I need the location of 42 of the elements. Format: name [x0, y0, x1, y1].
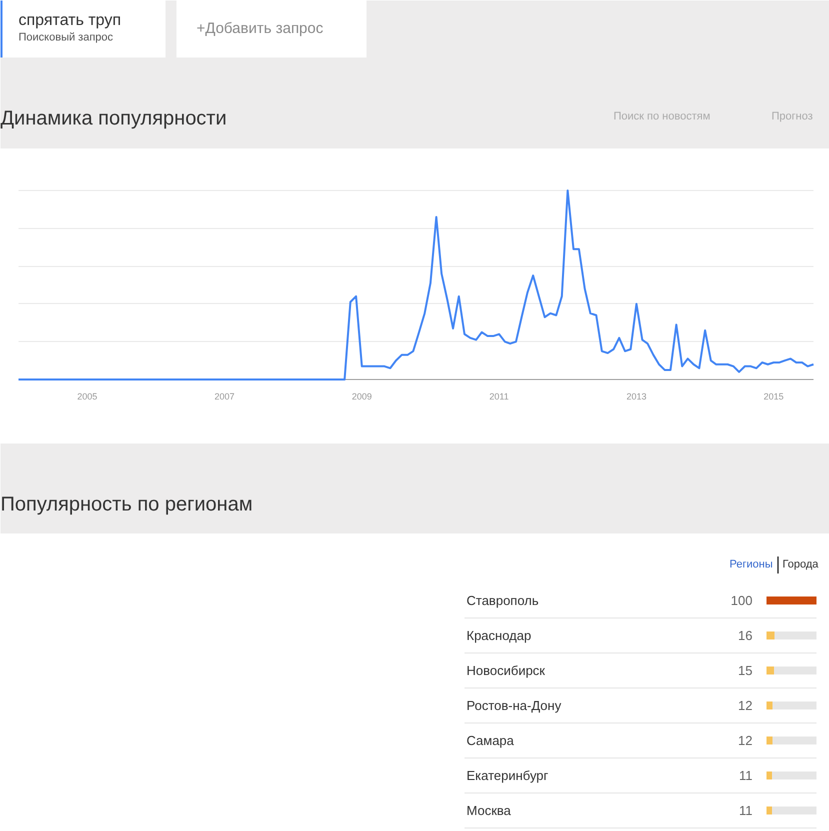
bar	[766, 702, 772, 710]
data-label: 12	[738, 733, 753, 748]
text: Регионы	[730, 558, 773, 570]
bar	[766, 596, 816, 604]
data-label: 16	[738, 628, 753, 643]
data-label: 11	[739, 768, 753, 783]
y-tick-label: Краснодар	[466, 628, 532, 643]
bar	[772, 806, 816, 814]
data-label: 11	[739, 803, 753, 818]
text: Популярность по регионам	[0, 494, 253, 516]
text: Поиск по новостям	[614, 110, 710, 122]
x-tick-label: 2015	[764, 392, 784, 402]
bar	[766, 806, 772, 814]
data-label: 100	[730, 593, 753, 608]
bar	[772, 702, 816, 710]
data-label: 15	[738, 663, 753, 678]
bar	[772, 736, 816, 744]
y-tick-label: Ставрополь	[466, 593, 539, 608]
chart-title: Динамика популярности	[0, 108, 227, 130]
y-tick-label: Екатеринбург	[466, 768, 549, 783]
text: Прогноз	[772, 110, 813, 122]
bar	[766, 736, 772, 744]
text: спрятать труп	[18, 12, 122, 29]
x-tick-label: 2005	[77, 392, 98, 402]
y-tick-label: Москва	[466, 803, 512, 818]
text: Города	[782, 558, 820, 570]
bar	[766, 632, 774, 640]
y-tick-label: Самара	[466, 733, 515, 748]
data-label: 12	[738, 698, 753, 713]
y-tick-label: Ростов-на-Дону	[466, 698, 562, 713]
x-tick-label: 2007	[214, 392, 235, 402]
x-tick-label: 2009	[352, 392, 372, 402]
x-tick-label: 2013	[626, 392, 646, 402]
text: +Добавить запрос	[196, 20, 324, 37]
y-tick-label: Новосибирск	[466, 663, 546, 678]
bar	[772, 772, 816, 780]
bar	[766, 666, 774, 674]
text: Поисковый запрос	[18, 32, 114, 44]
bar	[774, 632, 816, 640]
bar	[766, 772, 772, 780]
bar	[774, 666, 816, 674]
x-tick-label: 2011	[489, 392, 509, 402]
